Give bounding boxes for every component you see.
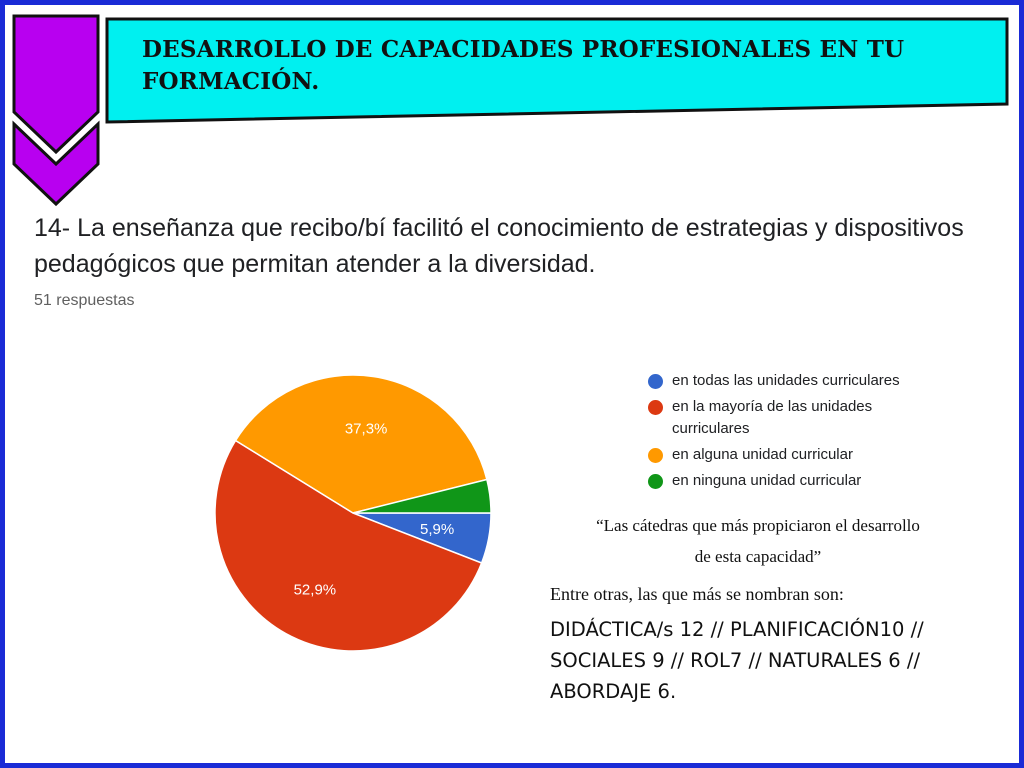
quote-line-2: de esta capacidad” [694, 547, 822, 566]
quote-text: “Las cátedras que más propiciaron el des… [548, 510, 968, 572]
legend-label: en alguna unidad curricular [672, 446, 853, 463]
legend-dot-icon [648, 474, 663, 489]
page-title: DESARROLLO DE CAPACIDADES PROFESIONALES … [142, 36, 905, 95]
legend-label: en todas las unidades curriculares [672, 372, 900, 389]
legend-label: en la mayoría de las unidades curricular… [672, 398, 873, 437]
chevron-bottom-icon [12, 120, 100, 207]
subjects-line-2: SOCIALES 9 // ROL7 // NATURALES 6 // [550, 649, 921, 672]
chevron-decoration-icon [12, 14, 100, 207]
legend-dot-icon [648, 400, 663, 415]
chevron-top-icon [12, 14, 100, 155]
legend-item-3: en ninguna unidad curricular [648, 470, 948, 492]
legend-item-1: en la mayoría de las unidades curricular… [648, 396, 948, 440]
legend-dot-icon [648, 448, 663, 463]
legend-label: en ninguna unidad curricular [672, 472, 862, 489]
subjects-list: DIDÁCTICA/s 12 // PLANIFICACIÓN10 // SOC… [550, 614, 980, 707]
chart-legend: en todas las unidades curriculares en la … [648, 370, 948, 496]
legend-dot-icon [648, 374, 663, 389]
subjects-line-1: DIDÁCTICA/s 12 // PLANIFICACIÓN10 // [550, 618, 924, 641]
response-count: 51 respuestas [34, 292, 135, 309]
subjects-line-3: ABORDAJE 6. [550, 680, 677, 703]
intro-text: Entre otras, las que más se nombran son: [550, 584, 844, 604]
question-text: 14- La enseñanza que recibo/bí facilitó … [34, 214, 964, 278]
legend-item-2: en alguna unidad curricular [648, 444, 948, 466]
quote-line-1: “Las cátedras que más propiciaron el des… [596, 516, 920, 535]
legend-item-0: en todas las unidades curriculares [648, 370, 948, 392]
title-banner [105, 17, 1009, 124]
